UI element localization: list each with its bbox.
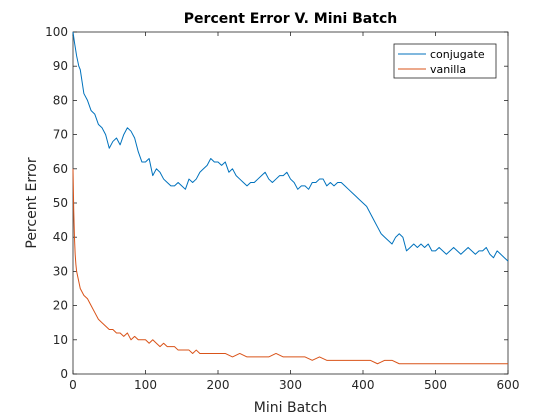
y-tick-label: 60 <box>53 162 68 176</box>
y-tick-label: 70 <box>53 128 68 142</box>
legend-box <box>393 43 497 79</box>
y-tick-label: 100 <box>45 25 68 39</box>
x-tick-label: 600 <box>497 378 520 392</box>
legend: conjugate vanilla <box>393 43 497 79</box>
y-axis: 0 10 20 30 40 50 60 70 80 90 100 <box>45 25 508 381</box>
series-lines <box>72 31 509 365</box>
y-tick-label: 0 <box>60 367 68 381</box>
y-tick-label: 90 <box>53 59 68 73</box>
series-line-conjugate <box>72 31 509 262</box>
y-tick-label: 30 <box>53 264 68 278</box>
y-tick-label: 10 <box>53 333 68 347</box>
y-axis-label: Percent Error <box>24 157 40 248</box>
x-axis-label: Mini Batch <box>254 400 327 416</box>
x-tick-label: 200 <box>207 378 230 392</box>
axes-box <box>72 31 509 375</box>
y-tick-label: 20 <box>53 299 68 313</box>
y-tick-label: 40 <box>53 230 68 244</box>
legend-label-vanilla: vanilla <box>430 63 466 76</box>
x-tick-label: 100 <box>134 378 157 392</box>
series-line-vanilla <box>72 168 508 365</box>
x-tick-label: 400 <box>352 378 375 392</box>
plot-area: 0 100 200 300 400 500 600 0 10 20 30 40 50 60 70 80 90 1… <box>45 25 519 392</box>
x-tick-label: 300 <box>279 378 302 392</box>
chart-title: Percent Error V. Mini Batch <box>184 11 397 27</box>
x-tick-label: 0 <box>69 378 77 392</box>
y-tick-label: 50 <box>53 196 68 210</box>
x-tick-label: 500 <box>424 378 447 392</box>
x-axis: 0 100 200 300 400 500 600 <box>69 32 519 392</box>
legend-label-conjugate: conjugate <box>430 48 485 61</box>
y-tick-label: 80 <box>53 93 68 107</box>
